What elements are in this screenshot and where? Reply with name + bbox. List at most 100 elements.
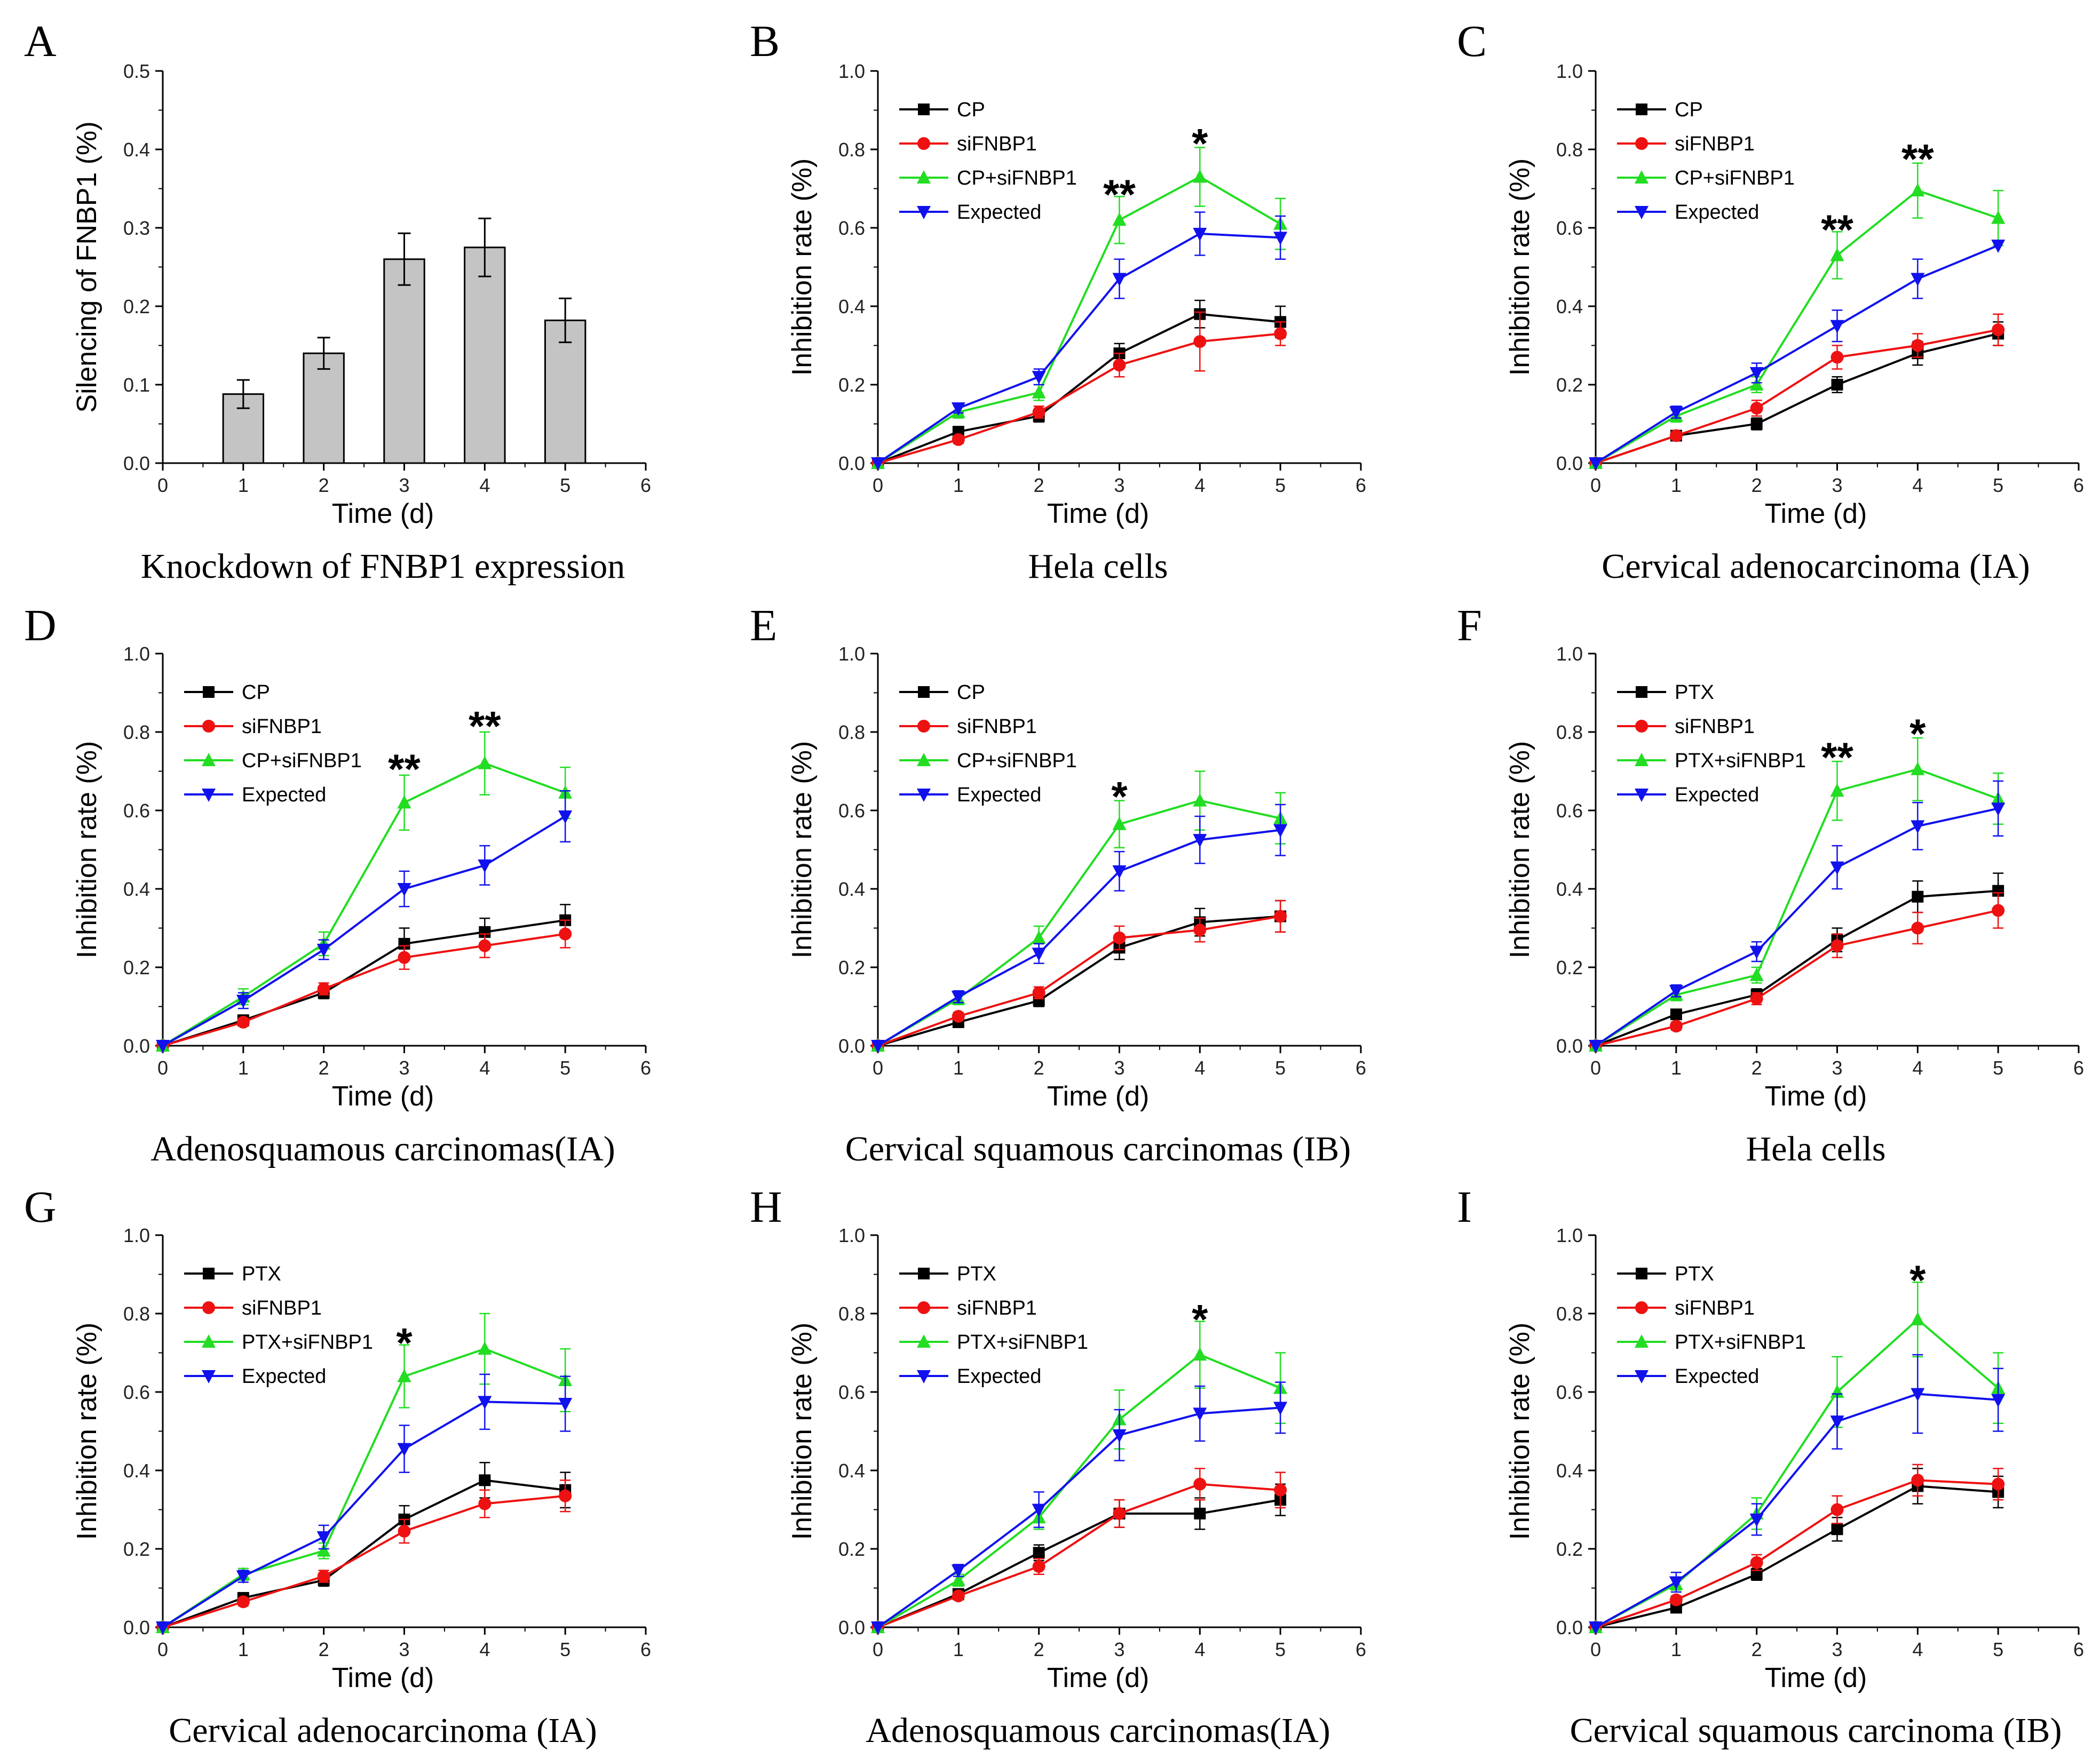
data-point xyxy=(951,402,965,416)
x-tick-label: 6 xyxy=(2073,1057,2084,1079)
data-point xyxy=(1992,323,2005,337)
panel-letter: A xyxy=(24,17,57,66)
x-axis-title: Time (d) xyxy=(1765,1662,1867,1693)
y-tick-label: 0.8 xyxy=(1556,1303,1583,1325)
y-tick-label: 0.2 xyxy=(1556,374,1583,396)
panel-caption: Hela cells xyxy=(1028,547,1168,586)
data-point xyxy=(1032,385,1046,399)
x-tick-label: 4 xyxy=(1194,1638,1205,1660)
series-1 xyxy=(1589,892,2005,1052)
panel-caption: Knockdown of FNBP1 expression xyxy=(141,547,625,586)
x-tick-label: 1 xyxy=(953,1638,964,1660)
data-point xyxy=(1911,183,1925,197)
x-tick-label: 4 xyxy=(479,1057,490,1079)
y-tick-label: 0.6 xyxy=(838,217,865,239)
data-point xyxy=(1032,986,1045,999)
series-line xyxy=(162,919,566,1047)
x-tick-label: 3 xyxy=(1832,1638,1842,1660)
x-tick-label: 0 xyxy=(1590,474,1601,496)
significance-marker: * xyxy=(1909,1256,1926,1303)
x-tick-label: 5 xyxy=(1993,1638,2003,1660)
data-point xyxy=(1830,351,1844,364)
data-point xyxy=(1113,931,1126,944)
legend-marker xyxy=(1635,1301,1648,1314)
x-tick-label: 4 xyxy=(1912,1057,1923,1079)
legend-label: CP+siFNBP1 xyxy=(957,750,1077,772)
series-line xyxy=(1595,889,1999,1047)
data-point xyxy=(1830,939,1844,952)
y-tick-label: 0.0 xyxy=(123,452,150,474)
legend-label: CP xyxy=(1675,99,1703,121)
series-line xyxy=(162,815,566,1047)
series-line xyxy=(1595,189,1999,464)
data-point xyxy=(398,937,410,950)
data-point xyxy=(1992,885,2004,897)
data-point xyxy=(236,1015,250,1029)
y-tick-label: 0.1 xyxy=(123,374,150,396)
y-axis-title: Silencing of FNBP1 (%) xyxy=(72,121,102,412)
data-point xyxy=(951,1572,965,1586)
y-tick-label: 0.0 xyxy=(838,452,865,474)
legend-label: PTX+siFNBP1 xyxy=(957,1331,1088,1354)
series-line xyxy=(877,1499,1281,1628)
significance-marker: ** xyxy=(469,702,501,749)
x-tick-label: 4 xyxy=(1912,474,1923,496)
data-point xyxy=(479,926,491,938)
y-tick-label: 0.4 xyxy=(838,1460,865,1482)
legend-marker xyxy=(918,1268,930,1279)
legend-label: PTX+siFNBP1 xyxy=(1675,750,1806,772)
data-point xyxy=(1032,1560,1045,1573)
x-tick-label: 5 xyxy=(560,1638,570,1660)
series-3 xyxy=(156,1373,573,1635)
data-point xyxy=(1193,834,1207,848)
y-tick-label: 0.6 xyxy=(123,800,150,822)
data-point xyxy=(1193,169,1207,183)
panel-letter: D xyxy=(24,601,57,650)
data-point xyxy=(871,1621,885,1635)
panel-e: E 0 1 2 3 4 5 6 0.0 0.2 0.4 0.6 0.8 1.0 Time (d) Inhibi… xyxy=(750,601,1366,1168)
data-point xyxy=(1193,1407,1207,1421)
y-tick-label: 0.6 xyxy=(1556,217,1583,239)
legend-marker xyxy=(202,720,215,733)
x-tick-label: 1 xyxy=(1671,1638,1682,1660)
x-tick-label: 1 xyxy=(953,474,964,496)
legend-marker xyxy=(202,1370,216,1383)
y-tick-label: 0.5 xyxy=(123,60,150,82)
y-tick-label: 0.2 xyxy=(1556,957,1583,979)
series-2 xyxy=(156,1312,573,1633)
x-tick-label: 1 xyxy=(238,474,249,496)
legend-label: PTX xyxy=(957,1263,996,1285)
x-tick-label: 0 xyxy=(1590,1638,1601,1660)
series-line xyxy=(162,1401,566,1628)
legend-marker xyxy=(917,720,930,733)
data-point xyxy=(1273,232,1288,245)
significance-marker: ** xyxy=(1901,136,1934,182)
data-point xyxy=(1032,405,1045,419)
legend-label: siFNBP1 xyxy=(1675,133,1755,155)
x-tick-label: 0 xyxy=(157,1057,168,1079)
panel-caption: Cervical adenocarcinoma (IA) xyxy=(1602,547,2030,586)
legend-marker xyxy=(1635,1370,1649,1383)
y-tick-label: 1.0 xyxy=(1556,1224,1583,1246)
y-tick-label: 0.2 xyxy=(838,957,865,979)
data-point xyxy=(1750,418,1763,430)
data-point xyxy=(951,1564,965,1578)
series-1 xyxy=(156,1479,572,1634)
x-axis-title: Time (d) xyxy=(1047,498,1150,529)
y-axis-title: Inhibition rate (%) xyxy=(787,158,818,376)
x-tick-label: 1 xyxy=(1671,474,1682,496)
x-tick-label: 2 xyxy=(1752,1057,1762,1079)
x-tick-label: 2 xyxy=(319,1057,329,1079)
data-point xyxy=(1112,1429,1127,1443)
series-0 xyxy=(872,900,1287,1052)
data-point xyxy=(1589,1621,1603,1635)
x-tick-label: 2 xyxy=(1752,1638,1762,1660)
x-tick-label: 4 xyxy=(479,1638,490,1660)
panel-letter: B xyxy=(750,17,780,66)
data-point xyxy=(1032,948,1046,961)
data-point xyxy=(1830,861,1844,875)
data-point xyxy=(1991,802,2006,816)
x-axis-title: Time (d) xyxy=(1047,1662,1150,1693)
panel-d: D 0 1 2 3 4 5 6 0.0 0.2 0.4 0.6 0.8 1.0 Time (d) Inhibi… xyxy=(24,601,651,1168)
data-point xyxy=(397,1369,411,1382)
